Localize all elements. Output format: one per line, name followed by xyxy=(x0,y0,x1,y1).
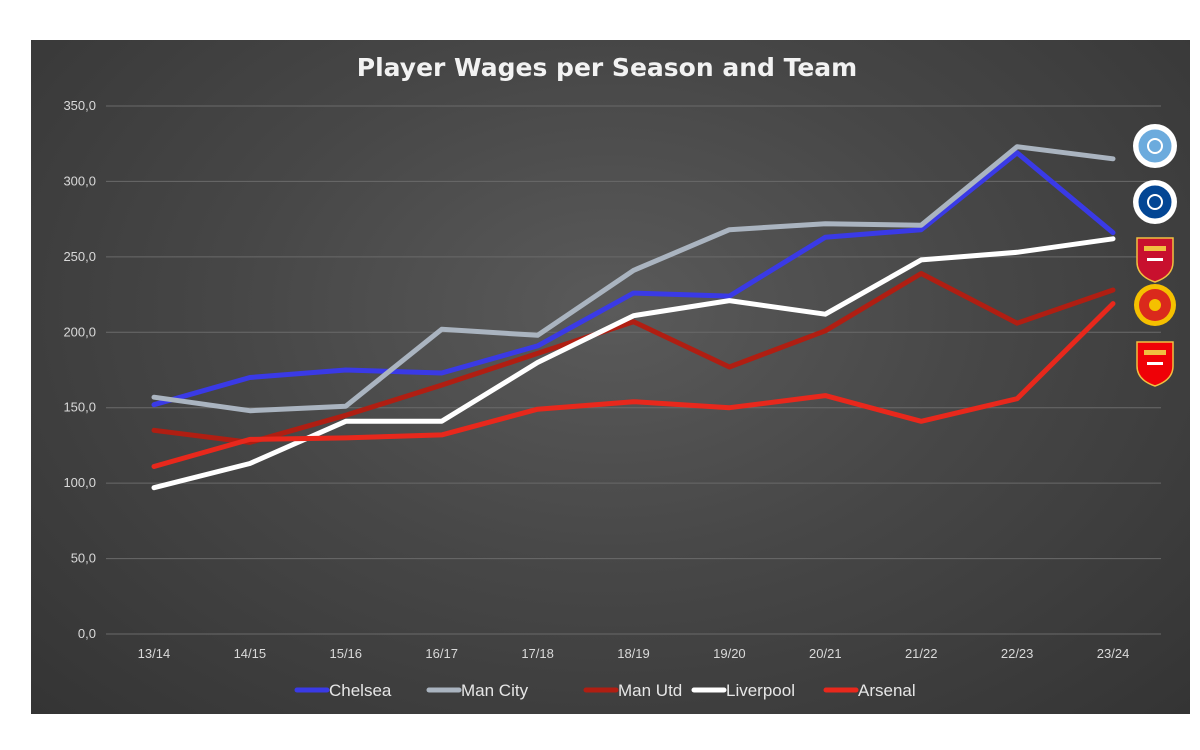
series-lines xyxy=(151,144,1116,491)
y-tick-label: 0,0 xyxy=(78,626,96,641)
y-tick-label: 150,0 xyxy=(63,400,96,415)
series-line-man-city xyxy=(151,144,1116,414)
x-tick-label: 16/17 xyxy=(425,646,458,661)
series-line-chelsea xyxy=(151,150,1116,408)
legend-item-chelsea[interactable]: Chelsea xyxy=(294,681,392,700)
line-chart: Player Wages per Season and Team 0,0 50,0… xyxy=(63,53,1177,700)
arsenal-crest-icon xyxy=(1136,341,1174,387)
x-tick-label: 22/23 xyxy=(1001,646,1034,661)
y-tick-label: 100,0 xyxy=(63,475,96,490)
legend-label: Man City xyxy=(461,681,529,700)
legend-item-man-city[interactable]: Man City xyxy=(426,681,529,700)
legend-label: Liverpool xyxy=(726,681,795,700)
y-tick-label: 50,0 xyxy=(71,551,96,566)
x-tick-label: 14/15 xyxy=(234,646,267,661)
y-tick-label: 350,0 xyxy=(63,98,96,113)
legend-label: Chelsea xyxy=(329,681,392,700)
series-line-man-utd xyxy=(151,271,1116,445)
legend-label: Arsenal xyxy=(858,681,916,700)
y-tick-label: 250,0 xyxy=(63,249,96,264)
x-tick-label: 17/18 xyxy=(521,646,554,661)
x-tick-label: 13/14 xyxy=(138,646,171,661)
series-line-arsenal xyxy=(151,301,1116,469)
legend-label: Man Utd xyxy=(618,681,682,700)
legend-item-arsenal[interactable]: Arsenal xyxy=(823,681,916,700)
x-tick-label: 20/21 xyxy=(809,646,842,661)
team-badges xyxy=(1133,124,1177,387)
series-line-liverpool xyxy=(151,236,1116,491)
x-tick-label: 23/24 xyxy=(1097,646,1130,661)
chelsea-crest-icon xyxy=(1133,180,1177,224)
legend-item-man-utd[interactable]: Man Utd xyxy=(583,681,682,700)
legend-item-liverpool[interactable]: Liverpool xyxy=(691,681,795,700)
chart-title: Player Wages per Season and Team xyxy=(357,53,857,82)
man-utd-crest-icon xyxy=(1134,284,1176,326)
man-city-crest-icon xyxy=(1133,124,1177,168)
chart-panel: Player Wages per Season and Team 0,0 50,0… xyxy=(31,40,1190,714)
x-axis-ticks: 13/14 14/15 15/16 16/17 17/18 18/19 19/20 20/21… xyxy=(138,646,1130,661)
x-tick-label: 18/19 xyxy=(617,646,650,661)
liverpool-crest-icon xyxy=(1136,237,1174,283)
gridlines xyxy=(106,105,1161,635)
legend[interactable]: Chelsea Man City Man Utd Liverpool Arsenal xyxy=(294,681,916,700)
x-tick-label: 15/16 xyxy=(329,646,362,661)
x-tick-label: 19/20 xyxy=(713,646,746,661)
x-tick-label: 21/22 xyxy=(905,646,938,661)
y-axis-ticks: 0,0 50,0 100,0 150,0 200,0 250,0 300,0 350,0 xyxy=(63,98,96,641)
y-tick-label: 300,0 xyxy=(63,173,96,188)
y-tick-label: 200,0 xyxy=(63,324,96,339)
